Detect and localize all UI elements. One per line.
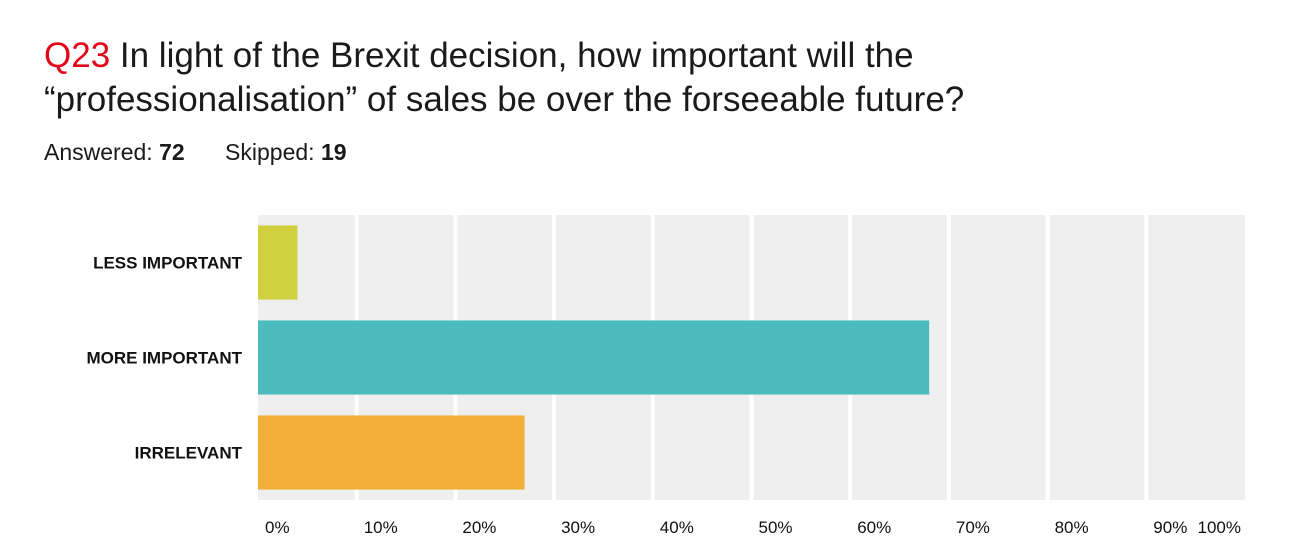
x-tick-label: 40% <box>660 518 694 537</box>
bar-3 <box>258 415 525 490</box>
x-tick-label: 60% <box>857 518 891 537</box>
x-tick-label: 30% <box>561 518 595 537</box>
question-number: Q23 <box>44 36 111 75</box>
category-label: IRRELEVANT <box>135 444 243 463</box>
question-text-line2: “professionalisation” of sales be over t… <box>44 80 965 119</box>
x-tick-label: 20% <box>462 518 496 537</box>
category-label: MORE IMPORTANT <box>86 349 242 368</box>
answered-stat: Answered: 72 <box>44 138 185 166</box>
x-tick-label: 100% <box>1198 518 1241 537</box>
question-title: Q23 In light of the Brexit decision, how… <box>44 34 1244 122</box>
x-tick-label: 70% <box>956 518 990 537</box>
answered-count: 72 <box>159 139 185 165</box>
category-label: LESS IMPORTANT <box>93 254 243 273</box>
skipped-label: Skipped: <box>225 139 315 165</box>
skipped-count: 19 <box>320 139 347 165</box>
question-header: Q23 In light of the Brexit decision, how… <box>44 34 1244 166</box>
response-stats: Answered: 72 Skipped: 19 <box>44 138 1244 166</box>
bar-1 <box>258 225 298 300</box>
x-tick-label: 0% <box>265 518 290 537</box>
x-tick-label: 10% <box>364 518 398 537</box>
x-tick-label: 80% <box>1055 518 1089 537</box>
skipped-stat: Skipped: 19 <box>225 138 347 166</box>
x-tick-label: 50% <box>759 518 793 537</box>
question-text-line1: In light of the Brexit decision, how imp… <box>119 36 914 75</box>
bar-2 <box>258 320 930 395</box>
answered-label: Answered: <box>44 139 153 165</box>
x-tick-label: 90% <box>1153 518 1187 537</box>
